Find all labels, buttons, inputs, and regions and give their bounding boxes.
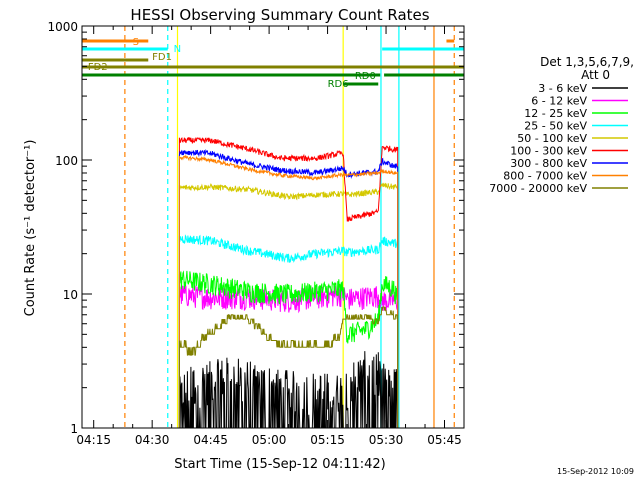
legend-subtitle: Att 0 <box>581 68 610 82</box>
timestamp: 15-Sep-2012 10:09 <box>557 467 634 476</box>
x-tick-label-3: 05:00 <box>252 433 287 447</box>
series-line-3 <box>178 234 399 428</box>
y-tick-label-3: 1000 <box>47 20 78 34</box>
x-tick-label-1: 04:30 <box>135 433 170 447</box>
legend-label-8: 7000 - 20000 keV <box>489 182 587 195</box>
state-label-rd6: RD6 <box>328 79 349 90</box>
x-tick-label-4: 05:15 <box>310 433 345 447</box>
y-tick-label-0: 1 <box>70 422 78 436</box>
x-tick-label-0: 04:15 <box>76 433 111 447</box>
legend-label-0: 3 - 6 keV <box>538 82 587 95</box>
state-label-n: N <box>174 44 181 55</box>
legend-label-7: 800 - 7000 keV <box>503 170 587 183</box>
series-line-4 <box>178 182 399 428</box>
chart-title: HESSI Observing Summary Count Rates <box>130 6 429 24</box>
legend-label-4: 50 - 100 keV <box>517 132 587 145</box>
legend-title: Det 1,3,5,6,7,9, <box>540 55 634 69</box>
legend-label-1: 6 - 12 keV <box>531 95 587 108</box>
series-line-5 <box>178 136 399 428</box>
plot-frame <box>81 25 465 429</box>
state-label-fd2: FD2 <box>88 62 108 73</box>
x-axis-label: Start Time (15-Sep-12 04:11:42) <box>174 457 385 472</box>
y-axis-label: Count Rate (s⁻¹ detector⁻¹) <box>23 140 38 317</box>
state-label-fd1: FD1 <box>152 52 172 63</box>
series-line-8 <box>178 306 399 428</box>
state-label-rd0: RD0 <box>355 71 376 82</box>
series-line-7 <box>178 154 399 428</box>
y-tick-label-1: 10 <box>63 288 78 302</box>
legend-label-6: 300 - 800 keV <box>510 157 587 170</box>
legend-label-5: 100 - 300 keV <box>510 145 587 158</box>
x-tick-label-6: 05:45 <box>427 433 462 447</box>
series-line-2 <box>178 270 399 428</box>
y-tick-label-2: 100 <box>55 154 78 168</box>
state-label-s: S <box>133 37 139 48</box>
x-tick-label-2: 04:45 <box>193 433 228 447</box>
series-line-0 <box>178 351 398 429</box>
x-tick-label-5: 05:30 <box>369 433 404 447</box>
legend-label-2: 12 - 25 keV <box>524 107 587 120</box>
legend-label-3: 25 - 50 keV <box>524 120 587 133</box>
